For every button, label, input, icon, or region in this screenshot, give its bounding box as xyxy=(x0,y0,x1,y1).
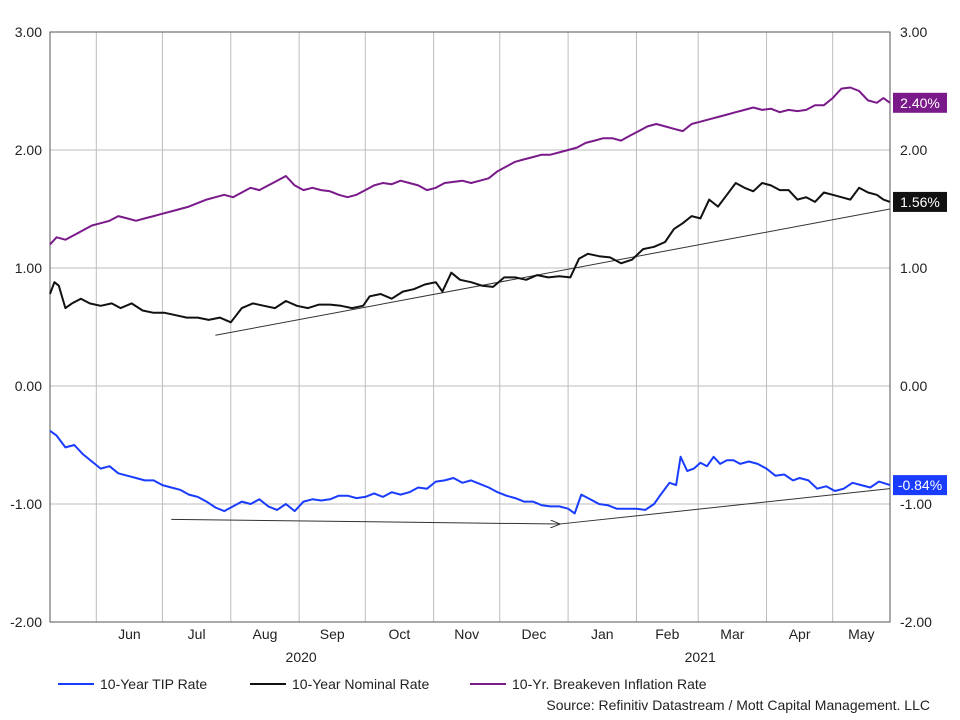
last-value-badges: -0.84% 1.56% 2.40% xyxy=(893,92,947,496)
x-tick-label: Jun xyxy=(118,626,141,642)
y-tick-label-right: 2.00 xyxy=(900,142,927,158)
y-tick-label-right: 1.00 xyxy=(900,260,927,276)
annotation-trend-line xyxy=(215,208,891,336)
badge-background xyxy=(893,92,947,113)
y-tick-label-left: 1.00 xyxy=(15,260,42,276)
annotations xyxy=(171,208,891,525)
badge-label: 1.56% xyxy=(900,194,940,210)
legend: 10-Year TIP Rate 10-Year Nominal Rate 10-Y… xyxy=(58,676,707,692)
x-tick-label: Dec xyxy=(521,626,546,642)
y-tick-label-right: 0.00 xyxy=(900,378,927,394)
x-tick-label: May xyxy=(848,626,874,642)
x-tick-label: Jul xyxy=(188,626,206,642)
y-tick-label-left: 3.00 xyxy=(15,24,42,40)
y-tick-label-right: 3.00 xyxy=(900,24,927,40)
x-tick-label: Mar xyxy=(720,626,744,642)
y-tick-label-left: 2.00 xyxy=(15,142,42,158)
x-tick-label: Apr xyxy=(789,626,811,642)
badge-label: 2.40% xyxy=(900,95,940,111)
legend-label: 10-Year Nominal Rate xyxy=(292,676,429,692)
plot-area xyxy=(49,31,891,623)
legend-item-10-year-tip-rate: 10-Year TIP Rate xyxy=(58,676,207,692)
last-value-badge-10-year-nominal-rate: 1.56% xyxy=(893,191,947,212)
series-line-10-yr-breakeven-inflation-rate xyxy=(49,86,891,246)
y-tick-label-left: 0.00 xyxy=(15,378,42,394)
legend-item-10-yr-breakeven-inflation-rate: 10-Yr. Breakeven Inflation Rate xyxy=(470,676,707,692)
last-value-badge-10-year-tip-rate: -0.84% xyxy=(893,475,947,496)
x-tick-label: Feb xyxy=(655,626,679,642)
badge-background xyxy=(893,475,947,496)
x-tick-label: Sep xyxy=(320,626,345,642)
legend-label: 10-Year TIP Rate xyxy=(100,676,207,692)
legend-label: 10-Yr. Breakeven Inflation Rate xyxy=(512,676,707,692)
x-tick-label: Nov xyxy=(454,626,479,642)
badge-label: -0.84% xyxy=(898,477,942,493)
y-tick-label-right: -1.00 xyxy=(900,496,932,512)
x-tick-label: Jan xyxy=(591,626,614,642)
y-axis-right: 3.00 2.00 1.00 0.00 -1.00 -2.00 xyxy=(900,24,932,630)
gridlines xyxy=(50,31,890,623)
x-tick-label: Oct xyxy=(389,626,411,642)
y-tick-label-left: -1.00 xyxy=(10,496,42,512)
x-year-label: 2020 xyxy=(286,649,317,665)
y-tick-label-right: -2.00 xyxy=(900,614,932,630)
series-line-10-year-nominal-rate xyxy=(49,182,891,324)
x-tick-label: Aug xyxy=(252,626,277,642)
last-value-badge-10-yr-breakeven-inflation-rate: 2.40% xyxy=(893,92,947,113)
y-axis-left: 3.00 2.00 1.00 0.00 -1.00 -2.00 xyxy=(10,24,42,630)
badge-background xyxy=(893,191,947,212)
x-year-label: 2021 xyxy=(685,649,716,665)
series-line-10-year-tip-rate xyxy=(49,429,891,515)
y-tick-label-left: -2.00 xyxy=(10,614,42,630)
annotation-arrow xyxy=(171,518,559,524)
source-note: Source: Refinitiv Datastream / Mott Capi… xyxy=(546,697,930,713)
legend-item-10-year-nominal-rate: 10-Year Nominal Rate xyxy=(250,676,429,692)
x-axis: Jun Jul Aug Sep Oct Nov Dec Jan Feb Mar Apr May 2020… xyxy=(118,626,874,665)
annotation-trend-line xyxy=(559,488,891,525)
series-lines xyxy=(49,86,891,515)
